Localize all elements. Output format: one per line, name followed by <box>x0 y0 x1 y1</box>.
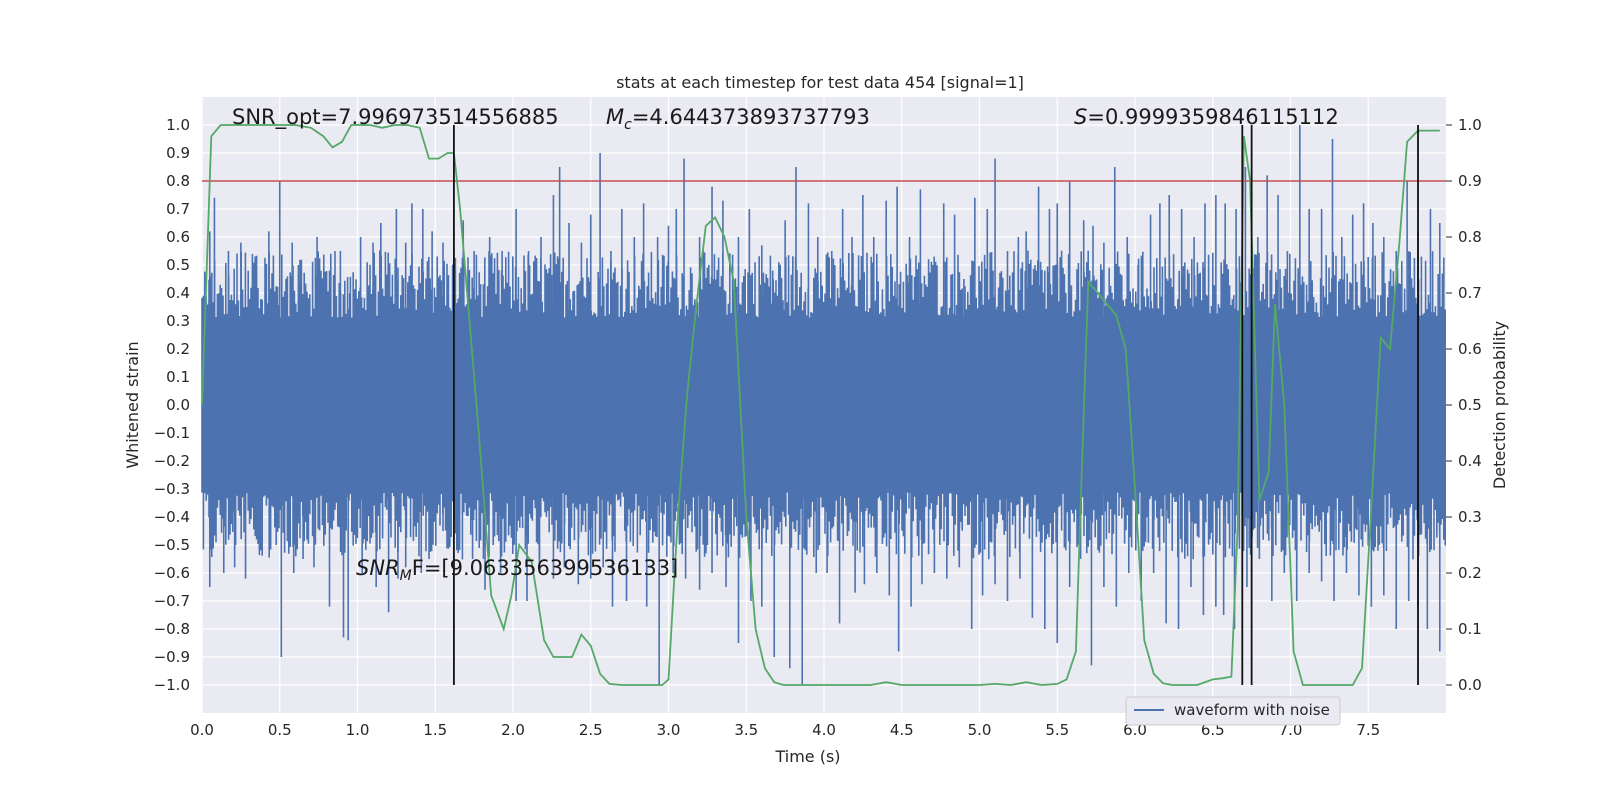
y-tick-label: 0.5 <box>166 256 190 274</box>
y-tick-label: 0.9 <box>166 144 190 162</box>
annotation-chirp-mass: Mc=4.644373893737793 <box>606 105 870 133</box>
x-tick-label: 0.0 <box>190 721 214 739</box>
mc-value: =4.644373893737793 <box>632 105 870 129</box>
y-right-tick-label: 0.5 <box>1458 396 1482 414</box>
y-tick-label: 0.8 <box>166 172 190 190</box>
x-tick-label: 7.5 <box>1356 721 1380 739</box>
y-tick-label: 0.4 <box>166 284 190 302</box>
x-tick-label: 1.0 <box>346 721 370 739</box>
y-right-tick-label: 0.4 <box>1458 452 1482 470</box>
y-tick-label: 0.7 <box>166 200 190 218</box>
y-tick-label: −0.5 <box>154 536 190 554</box>
marker-lines <box>453 125 1419 685</box>
y-axis-ticks: 1.0 0.9 0.8 0.7 0.6 0.5 0.4 0.3 0.2 0.1 0.0 −0.1 −0.… <box>154 116 190 694</box>
y-tick-label: −0.9 <box>154 648 190 666</box>
x-axis-ticks: 0.0 0.5 1.0 1.5 2.0 2.5 3.0 3.5 4.0 4.5 5.0 5.5 6.0 6… <box>190 721 1380 739</box>
legend-box <box>1125 696 1341 726</box>
x-axis-label: Time (s) <box>774 747 840 766</box>
x-tick-label: 2.0 <box>501 721 525 739</box>
y-right-tick-label: 0.8 <box>1458 228 1482 246</box>
mc-symbol: M <box>606 105 624 129</box>
y-tick-label: −0.1 <box>154 424 190 442</box>
y-tick-label: −0.6 <box>154 564 190 582</box>
waveform-series <box>201 125 1446 685</box>
y-axis-label: Whitened strain <box>123 341 142 468</box>
snrmf-value: F=[9.063356399536133] <box>412 556 679 580</box>
y-right-tick-label: 1.0 <box>1458 116 1482 134</box>
y-right-tick-label: 0.6 <box>1458 340 1482 358</box>
y-tick-label: 0.0 <box>166 396 190 414</box>
y-right-tick-label: 0.0 <box>1458 676 1482 694</box>
legend: waveform with noise <box>1125 696 1341 726</box>
snrmf-symbol: SNR <box>356 556 400 580</box>
y-tick-label: 0.6 <box>166 228 190 246</box>
y-tick-label: 0.2 <box>166 340 190 358</box>
annotation-snr-mf: SNRMF=[9.063356399536133] <box>356 556 678 584</box>
annotation-snr-opt: SNR_opt=7.996973514556885 <box>232 105 559 130</box>
x-tick-label: 0.5 <box>268 721 292 739</box>
x-tick-label: 4.0 <box>812 721 836 739</box>
y-right-axis-label: Detection probability <box>1490 321 1509 489</box>
x-tick-label: 1.5 <box>423 721 447 739</box>
y-right-tick-label: 0.1 <box>1458 620 1482 638</box>
legend-label: waveform with noise <box>1174 701 1330 719</box>
y-tick-label: −1.0 <box>154 676 190 694</box>
mc-subscript: c <box>624 117 632 133</box>
y-tick-label: 0.3 <box>166 312 190 330</box>
y-right-tick-label: 0.7 <box>1458 284 1482 302</box>
x-tick-label: 2.5 <box>579 721 603 739</box>
snrmf-subscript: M <box>400 568 412 584</box>
x-tick-label: 5.0 <box>968 721 992 739</box>
y-right-tick-label: 0.9 <box>1458 172 1482 190</box>
y-tick-label: −0.8 <box>154 620 190 638</box>
x-tick-label: 3.0 <box>657 721 681 739</box>
chart-title: stats at each timestep for test data 454… <box>616 73 1024 92</box>
y-tick-label: −0.7 <box>154 592 190 610</box>
x-tick-label: 3.5 <box>734 721 758 739</box>
y-tick-label: 1.0 <box>166 116 190 134</box>
annotation-s: S=0.9999359846115112 <box>1074 105 1339 129</box>
y-tick-label: −0.2 <box>154 452 190 470</box>
y-right-axis-ticks: 1.0 0.9 0.8 0.7 0.6 0.5 0.4 0.3 0.2 0.1 0.0 <box>1446 116 1482 694</box>
x-tick-label: 5.5 <box>1045 721 1069 739</box>
x-tick-label: 4.5 <box>890 721 914 739</box>
y-tick-label: −0.3 <box>154 480 190 498</box>
y-right-tick-label: 0.2 <box>1458 564 1482 582</box>
s-symbol: S <box>1074 105 1087 129</box>
s-value: =0.9999359846115112 <box>1087 105 1338 129</box>
y-tick-label: −0.4 <box>154 508 190 526</box>
y-tick-label: 0.1 <box>166 368 190 386</box>
y-right-tick-label: 0.3 <box>1458 508 1482 526</box>
